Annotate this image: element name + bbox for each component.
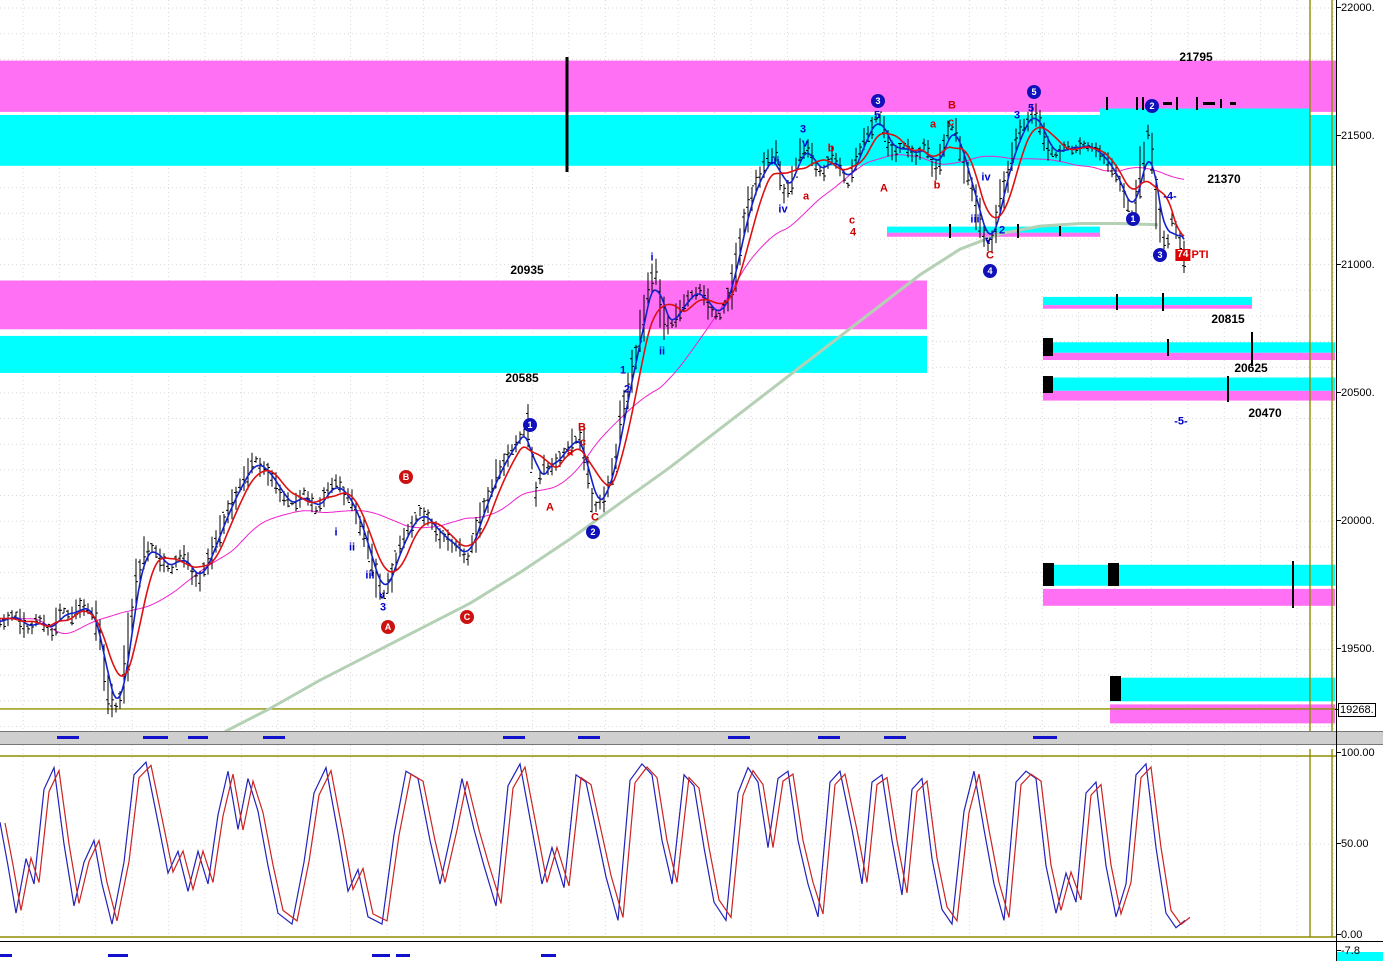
osc-axis-label: 100.00 bbox=[1337, 747, 1375, 759]
signal-dash bbox=[372, 954, 390, 957]
axis-tick bbox=[1337, 391, 1341, 393]
candle-series bbox=[0, 103, 1186, 718]
price-axis[interactable]: 22000. 21500. 21000. 20500. 20000. 19500. 1926… bbox=[1335, 0, 1383, 961]
axis-tick bbox=[1337, 648, 1341, 650]
osc-min-label: -7.8 bbox=[1337, 945, 1360, 957]
slow-ma-line bbox=[0, 126, 1185, 677]
price-axis-label: 20500. bbox=[1337, 387, 1375, 399]
axis-tick bbox=[1335, 708, 1339, 710]
axis-tick bbox=[1337, 263, 1341, 265]
signal-dash bbox=[0, 954, 12, 957]
signal-dash bbox=[57, 736, 79, 739]
axis-tick bbox=[1337, 950, 1341, 951]
osc-axis-label: 50.00 bbox=[1337, 838, 1369, 850]
signal-dash bbox=[818, 736, 840, 739]
bottom-signal-strip bbox=[0, 941, 1383, 961]
signal-dash bbox=[728, 736, 750, 739]
signal-dash bbox=[263, 736, 285, 739]
signal-dash bbox=[578, 736, 600, 739]
price-chart-canvas[interactable] bbox=[0, 0, 1337, 731]
stochastic-d-line bbox=[4, 764, 1191, 926]
signal-dash bbox=[1033, 736, 1057, 739]
price-axis-label: 21000. bbox=[1337, 259, 1375, 271]
signal-dash bbox=[884, 736, 906, 739]
signal-dash bbox=[108, 954, 128, 957]
black-marks bbox=[565, 57, 1294, 701]
signal-dash bbox=[503, 736, 525, 739]
axis-separator-line bbox=[1336, 0, 1337, 961]
axis-tick bbox=[1337, 6, 1341, 8]
osc-grid bbox=[0, 745, 1336, 937]
signal-dash bbox=[541, 954, 556, 957]
price-axis-label: 21500. bbox=[1337, 130, 1375, 142]
price-axis-label: 19500. bbox=[1337, 643, 1375, 655]
axis-tick bbox=[1337, 843, 1341, 844]
price-axis-label: 22000. bbox=[1337, 2, 1375, 14]
axis-tick bbox=[1337, 520, 1341, 522]
axis-tick bbox=[1337, 752, 1341, 753]
signal-dash bbox=[188, 736, 208, 739]
fast-ma-line bbox=[0, 117, 1185, 700]
stochastic-k-line bbox=[0, 760, 1186, 929]
oscillator-canvas[interactable] bbox=[0, 745, 1337, 941]
long-ma-line bbox=[224, 222, 1159, 731]
panel-splitter[interactable] bbox=[0, 731, 1383, 745]
price-axis-label: 20000. bbox=[1337, 515, 1375, 527]
signal-dash bbox=[143, 736, 168, 739]
axis-corner-marker bbox=[1337, 952, 1383, 961]
price-zones bbox=[0, 60, 1336, 724]
axis-tick bbox=[1337, 934, 1341, 935]
signal-dash bbox=[396, 954, 410, 957]
axis-tick bbox=[1337, 135, 1341, 137]
osc-axis-label: 0.00 bbox=[1337, 929, 1362, 941]
last-price-label: 19268. bbox=[1335, 702, 1376, 717]
